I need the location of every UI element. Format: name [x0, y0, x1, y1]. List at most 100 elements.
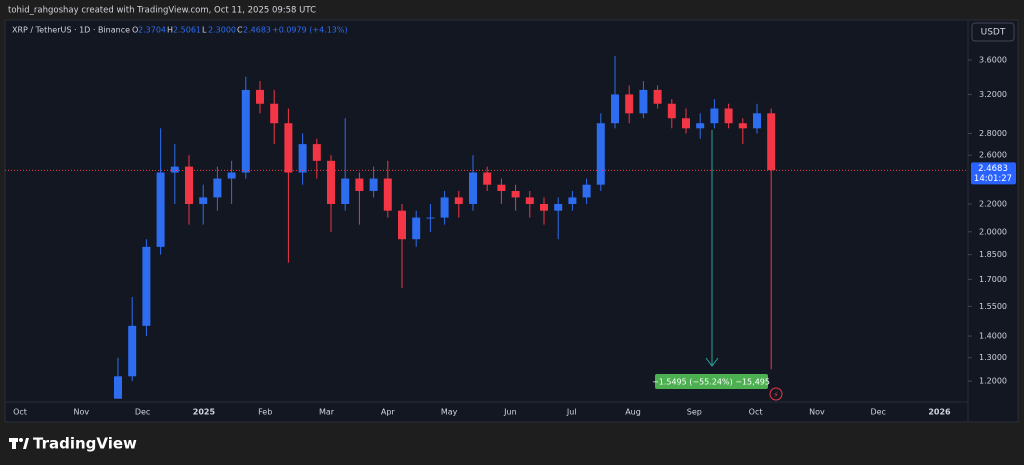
- candle-body: [213, 178, 222, 198]
- x-tick-label: Oct: [13, 408, 27, 417]
- event-icon-glyph[interactable]: ⚡: [773, 391, 779, 400]
- x-tick-label: Apr: [381, 408, 396, 417]
- candle-body: [355, 178, 364, 191]
- ohlc-value: 2.3000: [208, 26, 236, 35]
- plot: [114, 56, 776, 399]
- candle-body: [611, 94, 619, 124]
- symbol-legend: XRP / TetherUS · 1D · Binance O 2.3704 H 2.5…: [12, 26, 348, 35]
- x-tick-label: Oct: [749, 408, 763, 417]
- candle-body: [625, 94, 634, 114]
- x-tick-label: Jul: [566, 408, 577, 417]
- x-tick-label: Dec: [870, 408, 885, 417]
- candle-body: [710, 108, 719, 124]
- last-price-label: 2.4683: [978, 164, 1008, 174]
- last-price-box: [971, 162, 1016, 185]
- y-tick-label: 1.5500: [979, 302, 1007, 311]
- x-tick-label: May: [441, 408, 458, 417]
- y-tick-label: 3.2000: [979, 90, 1007, 99]
- chart-panel: [4, 19, 1019, 423]
- candle-body: [497, 184, 506, 191]
- y-tick-label: 2.0000: [979, 227, 1007, 236]
- candle-body: [284, 123, 293, 173]
- candle-body: [682, 118, 690, 129]
- y-tick-label: 2.2000: [979, 199, 1007, 208]
- candle-body: [227, 172, 236, 179]
- event-icon[interactable]: [769, 387, 783, 401]
- ohlc-value: 2.4683: [243, 26, 271, 35]
- candle-body: [241, 89, 250, 173]
- logo-mark: [23, 438, 29, 449]
- candle-body: [596, 123, 605, 185]
- y-tick-label: 1.2000: [979, 377, 1007, 386]
- y-tick-label: 2.6000: [979, 151, 1007, 160]
- candle-body: [128, 325, 137, 377]
- candle-body: [327, 160, 335, 204]
- x-tick-label: Feb: [258, 408, 272, 417]
- y-tick-label: 2.8000: [979, 129, 1007, 138]
- candle-body: [568, 197, 577, 204]
- candle-body: [312, 144, 321, 161]
- candle-body: [383, 178, 392, 211]
- candle-body: [724, 108, 733, 124]
- ohlc-value: 2.3704: [138, 26, 166, 35]
- x-tick-label: Jun: [503, 408, 517, 417]
- candle-body: [398, 210, 406, 240]
- candle-body: [653, 89, 662, 104]
- credit: tohid_rahgoshay created with TradingView…: [8, 6, 316, 16]
- candle-body: [199, 197, 208, 204]
- candle-body: [454, 197, 463, 204]
- candle-body: [142, 246, 151, 326]
- candle-body: [270, 103, 279, 124]
- x-tick-label: Nov: [809, 408, 825, 417]
- ohlc-label: H: [167, 26, 173, 35]
- countdown: 14:01:27: [974, 174, 1012, 184]
- measure-arrowhead: [705, 357, 719, 367]
- x-tick-label: 2026: [928, 408, 951, 417]
- candle-body: [525, 197, 534, 204]
- x-tick-label: Sep: [687, 408, 702, 417]
- currency-button[interactable]: [971, 22, 1015, 42]
- x-tick-label: Nov: [73, 408, 89, 417]
- ohlc-label: L: [202, 26, 207, 35]
- currency[interactable]: USDT: [981, 28, 1006, 38]
- ohlc-label: C: [237, 26, 243, 35]
- candle-body: [170, 166, 179, 173]
- logo-mark: [19, 438, 23, 442]
- y-tick-label: 1.8500: [979, 250, 1007, 259]
- y-tick-label: 1.3000: [979, 353, 1007, 362]
- ohlc-value: 2.5061: [173, 26, 201, 35]
- candle-body: [440, 197, 449, 218]
- x-tick-label: Dec: [135, 408, 150, 417]
- candle-body: [667, 103, 676, 119]
- x-tick-label: Mar: [319, 408, 335, 417]
- candle-body: [469, 172, 477, 204]
- measure-label: −1.5495 (−55.24%) −15,495: [652, 378, 770, 387]
- x-tick-label: Aug: [625, 408, 641, 417]
- candle-body: [738, 123, 747, 129]
- candle-body: [114, 376, 122, 399]
- symbol: XRP / TetherUS · 1D · Binance: [12, 26, 130, 35]
- candle-body: [341, 178, 350, 204]
- candle-body: [767, 113, 776, 171]
- candle-body: [426, 217, 435, 219]
- candle-body: [639, 89, 648, 114]
- change: +0.0979 (+4.13%): [272, 26, 348, 35]
- candle-body: [540, 203, 548, 211]
- x-tick-label: 2025: [193, 408, 216, 417]
- brand: TradingView: [33, 435, 137, 453]
- logo: [9, 438, 29, 449]
- candle-body: [156, 172, 165, 247]
- candle-body: [369, 178, 378, 191]
- measure-box: [655, 374, 768, 389]
- ohlc-label: O: [132, 26, 138, 35]
- candle-body: [185, 166, 193, 204]
- y-tick-label: 3.6000: [979, 56, 1007, 65]
- logo-mark: [12, 438, 16, 449]
- y-tick-label: 1.4000: [979, 332, 1007, 341]
- candle-body: [582, 184, 591, 198]
- candle-body: [696, 123, 705, 129]
- y-tick-label: 1.7000: [979, 275, 1007, 284]
- candle-body: [256, 89, 264, 104]
- candle-body: [412, 217, 421, 240]
